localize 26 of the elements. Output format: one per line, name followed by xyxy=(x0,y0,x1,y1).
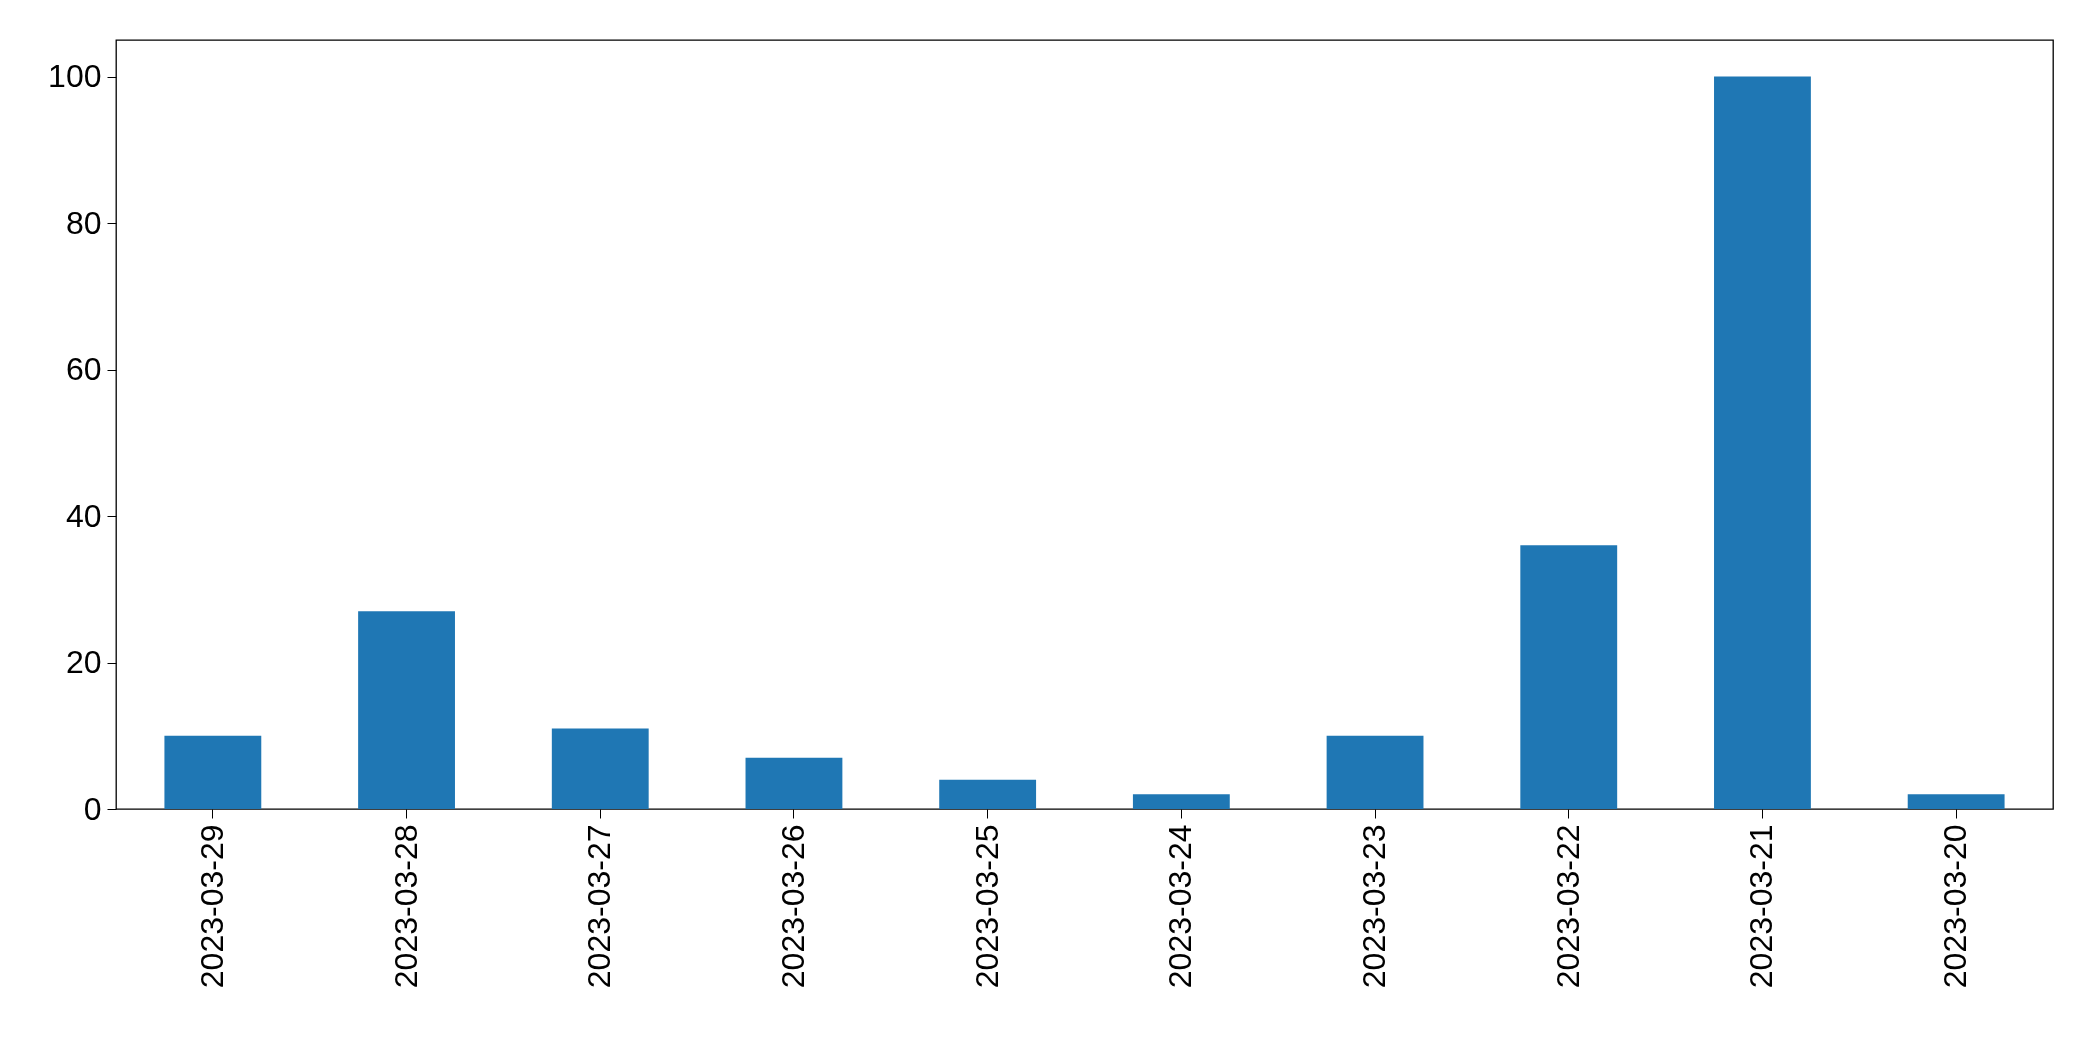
x-tick-label: 2023-03-27 xyxy=(581,824,618,989)
bar xyxy=(164,735,262,809)
y-tick-label: 20 xyxy=(65,644,102,681)
x-tick-label: 2023-03-23 xyxy=(1356,824,1393,989)
y-tick-label: 40 xyxy=(65,497,102,534)
bar xyxy=(551,728,649,809)
bar xyxy=(1326,735,1424,809)
bar xyxy=(1907,794,2005,809)
y-tick-label: 0 xyxy=(83,790,102,827)
y-tick-label: 60 xyxy=(65,351,102,388)
x-tick-label: 2023-03-29 xyxy=(193,824,230,989)
x-tick-label: 2023-03-26 xyxy=(774,824,811,989)
bar xyxy=(939,779,1037,809)
bar xyxy=(1132,794,1230,809)
x-tick-label: 2023-03-21 xyxy=(1743,824,1780,989)
y-tick-label: 100 xyxy=(48,58,102,95)
bar xyxy=(745,757,843,809)
bar xyxy=(358,611,455,809)
x-tick-label: 2023-03-28 xyxy=(387,824,424,989)
y-tick-label: 80 xyxy=(65,204,102,241)
x-tick-label: 2023-03-25 xyxy=(968,824,1005,989)
x-tick-label: 2023-03-20 xyxy=(1937,824,1974,989)
bar xyxy=(1520,545,1618,809)
x-tick-label: 2023-03-22 xyxy=(1549,824,1586,989)
x-tick-label: 2023-03-24 xyxy=(1162,824,1199,989)
bar xyxy=(1714,76,1811,809)
